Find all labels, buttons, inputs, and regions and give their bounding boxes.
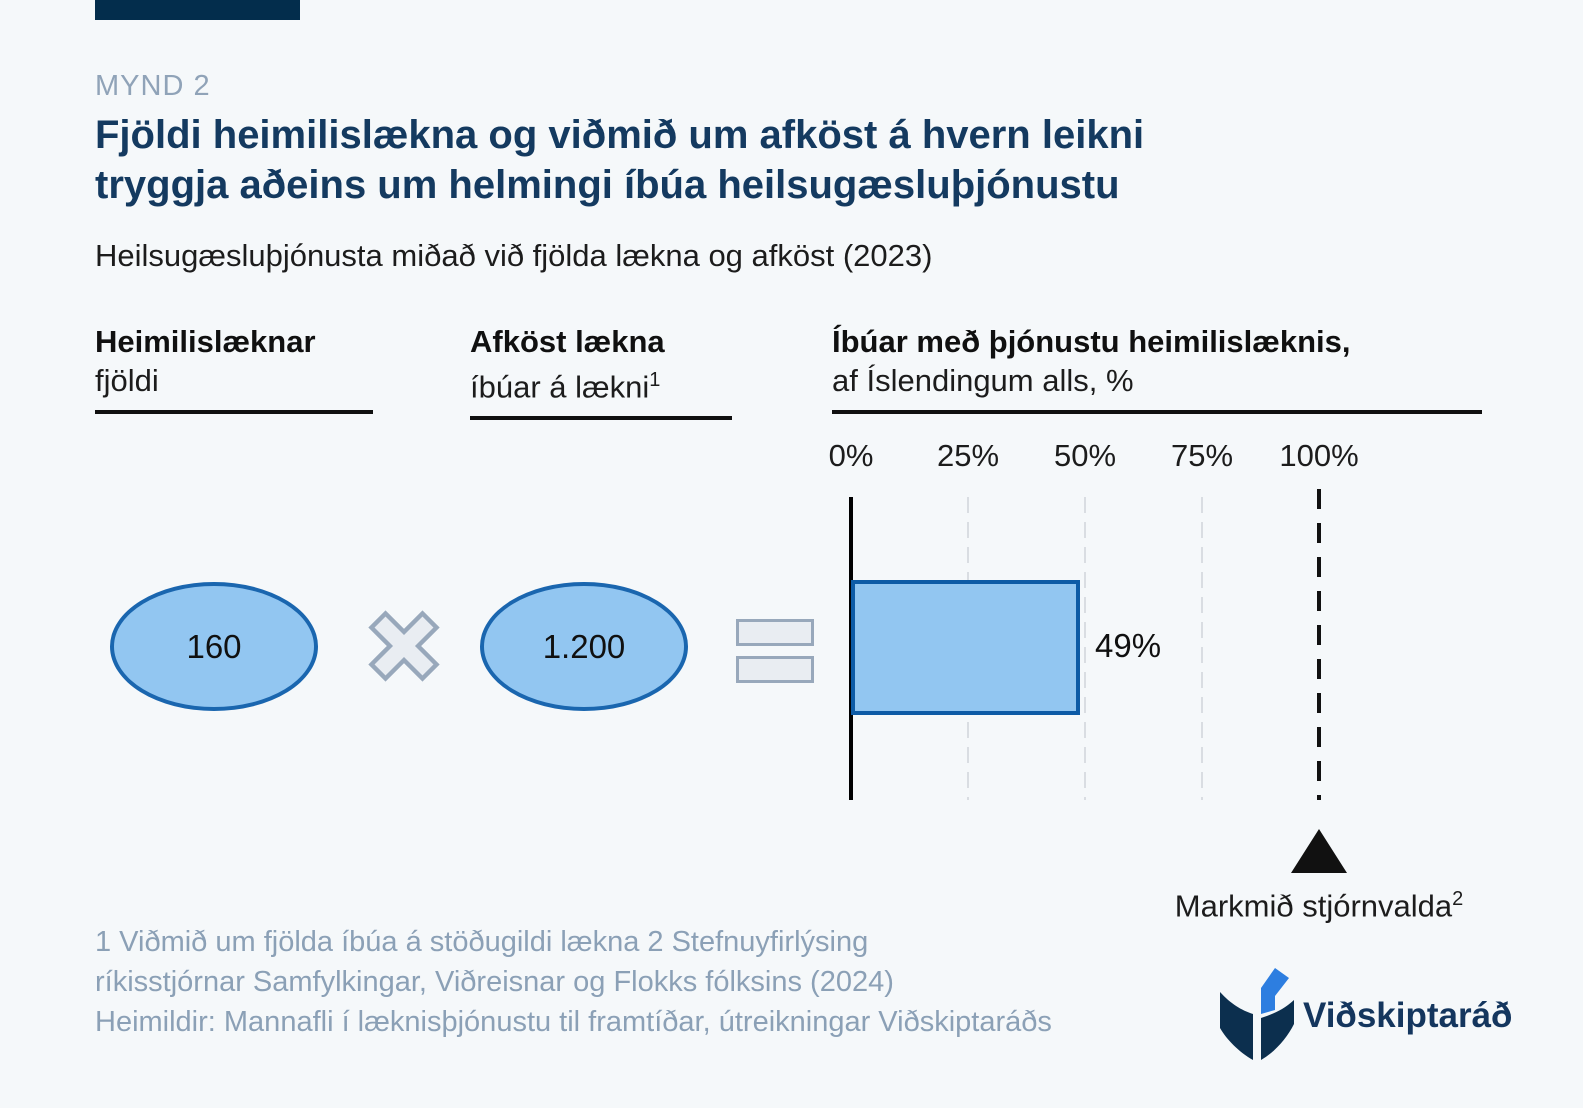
column-header-output-subtitle: íbúar á lækni1 [470, 369, 661, 405]
footnote-ref-1: 1 [649, 369, 661, 391]
equals-icon [736, 656, 814, 683]
brand-color-bar [95, 0, 300, 20]
vidskiptarad-logo-text: Viðskiptaráð [1303, 996, 1513, 1035]
doctors-count-ellipse: 160 [110, 582, 318, 711]
column-header-doctors-subtitle: fjöldi [95, 363, 159, 398]
column-header-coverage: Íbúar með þjónustu heimilislæknis, af Ís… [832, 322, 1482, 414]
column-header-output: Afköst lækna íbúar á lækni1 [470, 322, 732, 421]
column-header-output-title: Afköst lækna [470, 324, 665, 359]
footnote-ref-2: 2 [1452, 888, 1464, 910]
target-triangle-icon [1291, 829, 1347, 873]
figure-title-line1: Fjöldi heimilislækna og viðmið um afköst… [95, 113, 1145, 157]
target-label: Markmið stjórnvalda2 [1174, 888, 1464, 924]
column-header-doctors-title: Heimilislæknar [95, 324, 316, 359]
output-per-doctor-value: 1.200 [542, 627, 626, 665]
gridline-75 [1201, 497, 1203, 800]
x-tick-50: 50% [1053, 438, 1117, 473]
x-tick-0: 0% [828, 438, 874, 473]
figure-subtitle: Heilsugæsluþjónusta miðað við fjölda læk… [95, 238, 933, 273]
footnotes: 1 Viðmið um fjölda íbúa á stöðugildi læk… [95, 922, 1052, 1042]
coverage-bar [851, 580, 1080, 715]
figure-title-line2: tryggja aðeins um helmingi íbúa heilsugæ… [95, 163, 1120, 207]
x-tick-75: 75% [1170, 438, 1234, 473]
equals-icon [736, 619, 814, 646]
column-header-doctors: Heimilislæknar fjöldi [95, 322, 373, 414]
figure-title: Fjöldi heimilislækna og viðmið um afköst… [95, 110, 1144, 210]
figure-tag: MYND 2 [95, 70, 211, 102]
vidskiptarad-logo-icon [1220, 968, 1294, 1060]
target-dashed-line-100 [1317, 489, 1321, 800]
column-header-coverage-subtitle: af Íslendingum alls, % [832, 363, 1134, 398]
footnote-line-2: ríkisstjórnar Samfylkingar, Viðreisnar o… [95, 966, 894, 998]
x-tick-100: 100% [1279, 438, 1359, 473]
footnote-line-1: 1 Viðmið um fjölda íbúa á stöðugildi læk… [95, 926, 869, 958]
gridline-50 [1084, 497, 1086, 800]
doctors-count-value: 160 [186, 627, 242, 665]
multiply-icon [368, 610, 440, 682]
output-per-doctor-ellipse: 1.200 [480, 582, 688, 711]
footnote-line-3: Heimildir: Mannafli í læknisþjónustu til… [95, 1006, 1052, 1038]
column-header-coverage-title: Íbúar með þjónustu heimilislæknis, [832, 324, 1351, 359]
x-tick-25: 25% [936, 438, 1000, 473]
coverage-bar-value-label: 49% [1095, 627, 1162, 664]
